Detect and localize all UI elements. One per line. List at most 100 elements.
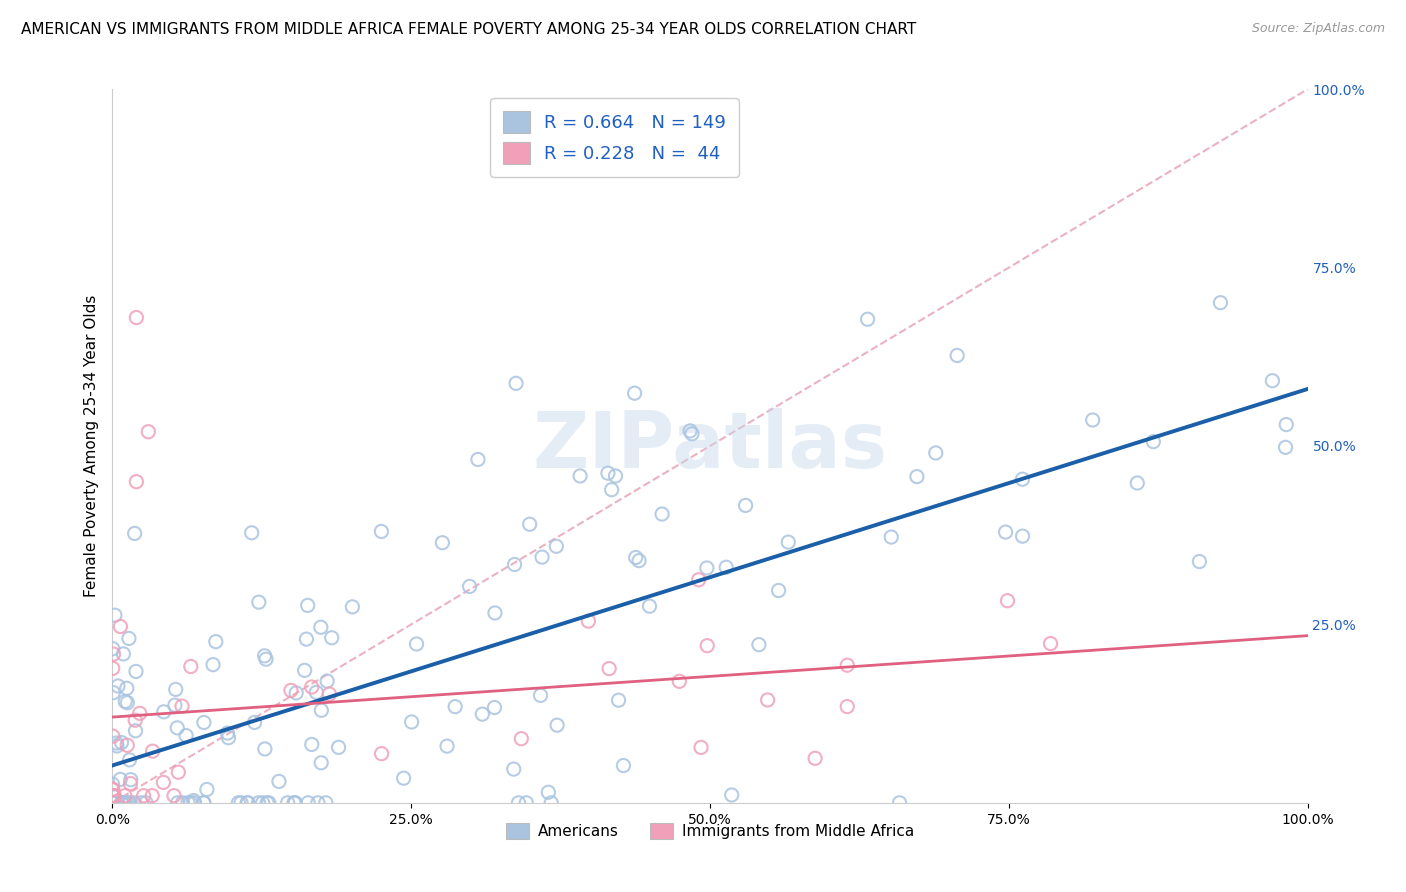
- Point: [280, 683, 302, 698]
- Point: [253, 742, 276, 756]
- Point: [120, 772, 142, 787]
- Point: [1126, 475, 1149, 490]
- Point: [768, 583, 790, 598]
- Point: [837, 658, 859, 673]
- Point: [243, 715, 266, 730]
- Point: [301, 738, 323, 752]
- Point: [112, 796, 135, 810]
- Point: [458, 579, 481, 593]
- Point: [1188, 555, 1211, 569]
- Point: [778, 535, 800, 549]
- Point: [132, 789, 155, 803]
- Point: [628, 554, 651, 568]
- Point: [101, 661, 124, 675]
- Y-axis label: Female Poverty Among 25-34 Year Olds: Female Poverty Among 25-34 Year Olds: [83, 295, 98, 597]
- Point: [256, 796, 278, 810]
- Point: [114, 796, 136, 810]
- Point: [128, 706, 150, 721]
- Point: [167, 765, 190, 780]
- Text: AMERICAN VS IMMIGRANTS FROM MIDDLE AFRICA FEMALE POVERTY AMONG 25-34 YEAR OLDS C: AMERICAN VS IMMIGRANTS FROM MIDDLE AFRIC…: [21, 22, 917, 37]
- Point: [124, 713, 146, 727]
- Point: [696, 561, 718, 575]
- Point: [125, 665, 148, 679]
- Point: [163, 789, 186, 803]
- Point: [122, 796, 145, 810]
- Point: [174, 729, 197, 743]
- Point: [170, 699, 193, 714]
- Point: [114, 694, 136, 708]
- Point: [177, 796, 200, 810]
- Legend: Americans, Immigrants from Middle Africa: Americans, Immigrants from Middle Africa: [501, 817, 920, 845]
- Point: [301, 680, 323, 694]
- Point: [115, 796, 138, 810]
- Point: [236, 796, 259, 810]
- Point: [101, 641, 124, 656]
- Point: [1261, 374, 1284, 388]
- Point: [103, 796, 125, 810]
- Point: [183, 793, 205, 807]
- Point: [515, 796, 537, 810]
- Point: [115, 681, 138, 696]
- Point: [471, 707, 494, 722]
- Point: [529, 689, 551, 703]
- Point: [316, 674, 339, 689]
- Point: [505, 376, 527, 391]
- Point: [193, 796, 215, 810]
- Point: [837, 699, 859, 714]
- Point: [101, 729, 124, 743]
- Point: [180, 796, 202, 810]
- Point: [114, 789, 136, 803]
- Point: [905, 469, 928, 483]
- Point: [165, 682, 187, 697]
- Point: [240, 525, 263, 540]
- Point: [600, 483, 623, 497]
- Point: [252, 796, 274, 810]
- Point: [607, 693, 630, 707]
- Point: [141, 789, 163, 803]
- Point: [546, 539, 568, 553]
- Point: [183, 796, 205, 810]
- Point: [681, 426, 703, 441]
- Point: [247, 796, 270, 810]
- Point: [946, 348, 969, 362]
- Point: [756, 693, 779, 707]
- Point: [370, 747, 392, 761]
- Point: [546, 718, 568, 732]
- Point: [444, 699, 467, 714]
- Point: [163, 698, 186, 713]
- Point: [152, 775, 174, 789]
- Point: [202, 657, 225, 672]
- Point: [612, 758, 634, 772]
- Point: [309, 620, 332, 634]
- Point: [111, 796, 134, 810]
- Point: [166, 721, 188, 735]
- Point: [1011, 472, 1033, 486]
- Point: [125, 310, 148, 325]
- Point: [124, 723, 146, 738]
- Point: [101, 789, 124, 803]
- Point: [569, 469, 592, 483]
- Point: [193, 796, 215, 810]
- Point: [247, 595, 270, 609]
- Point: [311, 703, 333, 717]
- Point: [218, 731, 240, 745]
- Point: [716, 560, 738, 574]
- Point: [484, 700, 506, 714]
- Point: [531, 550, 554, 565]
- Point: [1209, 295, 1232, 310]
- Point: [101, 796, 124, 810]
- Point: [596, 466, 619, 480]
- Point: [236, 796, 259, 810]
- Point: [537, 785, 560, 799]
- Point: [720, 788, 742, 802]
- Point: [117, 696, 139, 710]
- Text: Source: ZipAtlas.com: Source: ZipAtlas.com: [1251, 22, 1385, 36]
- Point: [112, 647, 135, 661]
- Point: [508, 796, 530, 810]
- Point: [115, 739, 138, 753]
- Point: [307, 796, 329, 810]
- Point: [138, 425, 160, 439]
- Point: [688, 573, 710, 587]
- Point: [118, 632, 141, 646]
- Point: [1275, 417, 1298, 432]
